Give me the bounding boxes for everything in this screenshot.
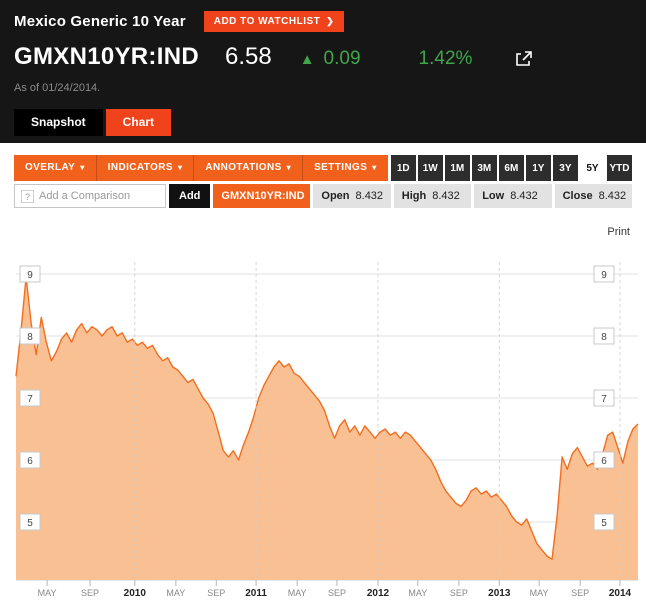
caret-down-icon: ▾ — [177, 163, 183, 172]
price-change: 0.09 — [323, 48, 361, 69]
svg-text:9: 9 — [601, 270, 607, 281]
svg-text:SEP: SEP — [450, 588, 468, 598]
chart-toolbar: OVERLAY ▾ INDICATORS ▾ ANNOTATIONS ▾ SETTINGS ▾… — [14, 155, 632, 181]
price-change-percent: 1.42% — [418, 48, 473, 69]
as-of-date: As of 01/24/2014. — [14, 82, 101, 94]
share-icon[interactable] — [514, 50, 534, 68]
svg-text:SEP: SEP — [81, 588, 99, 598]
print-button[interactable]: Print — [607, 226, 630, 238]
tab-snapshot[interactable]: Snapshot — [14, 109, 103, 136]
help-icon: ? — [21, 189, 34, 203]
caret-down-icon: ▾ — [372, 163, 377, 172]
range-button-ytd[interactable]: YTD — [606, 155, 632, 181]
range-button-1m[interactable]: 1M — [444, 155, 470, 181]
svg-text:7: 7 — [27, 394, 33, 405]
menu-indicators[interactable]: INDICATORS ▾ — [97, 155, 195, 181]
series-label: GMXN10YR:IND — [213, 184, 311, 208]
svg-text:2010: 2010 — [124, 588, 147, 599]
range-buttons: 1D 1W 1M 3M 6M 1Y 3Y 5Y YTD — [390, 155, 632, 181]
svg-text:2011: 2011 — [245, 588, 267, 599]
price-chart[interactable]: MAY SEP 2010 MAY SEP 2011 MAY SEP 2012 MAY SEP 2013… — [0, 212, 646, 605]
range-button-3y[interactable]: 3Y — [552, 155, 578, 181]
toolbar-menus: OVERLAY ▾ INDICATORS ▾ ANNOTATIONS ▾ SETTINGS ▾ — [14, 155, 388, 181]
page-title: Mexico Generic 10 Year — [14, 12, 186, 30]
svg-text:5: 5 — [27, 518, 33, 529]
ohlc-close: Close 8.432 — [554, 184, 633, 208]
caret-down-icon: ▾ — [286, 163, 292, 172]
range-button-1w[interactable]: 1W — [417, 155, 443, 181]
svg-text:2014: 2014 — [609, 588, 632, 599]
menu-overlay[interactable]: OVERLAY ▾ — [14, 155, 97, 181]
svg-text:MAY: MAY — [38, 588, 57, 598]
up-arrow-icon: ▲ — [299, 51, 315, 68]
add-comparison-button[interactable]: Add — [169, 184, 211, 208]
masthead: Mexico Generic 10 Year ADD TO WATCHLIST … — [0, 0, 646, 143]
range-button-5y[interactable]: 5Y — [579, 155, 605, 181]
svg-text:8: 8 — [601, 332, 607, 343]
tab-chart[interactable]: Chart — [105, 109, 172, 136]
chart-area: Print MAY SEP 2010 MAY SEP 2011 MAY SEP 2012 MAY S… — [0, 212, 646, 605]
menu-annotations[interactable]: ANNOTATIONS ▾ — [194, 155, 304, 181]
view-tabs: Snapshot Chart — [14, 109, 632, 136]
watchlist-label: ADD TO WATCHLIST — [213, 15, 321, 27]
svg-text:2013: 2013 — [488, 588, 511, 599]
comparison-input[interactable] — [39, 190, 159, 202]
svg-text:MAY: MAY — [288, 588, 307, 598]
ohlc-high: High 8.432 — [393, 184, 472, 208]
caret-down-icon: ▾ — [80, 163, 85, 172]
ticker-symbol: GMXN10YR:IND — [14, 43, 199, 70]
svg-text:6: 6 — [601, 456, 607, 467]
svg-text:MAY: MAY — [166, 588, 185, 598]
svg-text:7: 7 — [601, 394, 607, 405]
svg-text:SEP: SEP — [328, 588, 346, 598]
range-button-1y[interactable]: 1Y — [525, 155, 551, 181]
ohlc-values: Open 8.432 High 8.432 Low 8.432 Close 8.432 — [313, 184, 633, 208]
range-button-1d[interactable]: 1D — [390, 155, 416, 181]
svg-text:9: 9 — [27, 270, 33, 281]
last-price: 6.58 — [224, 43, 272, 70]
range-button-6m[interactable]: 6M — [498, 155, 524, 181]
svg-text:MAY: MAY — [408, 588, 427, 598]
svg-text:MAY: MAY — [530, 588, 549, 598]
comparison-input-wrap[interactable]: ? — [14, 184, 166, 208]
ohlc-open: Open 8.432 — [313, 184, 391, 208]
svg-text:2012: 2012 — [367, 588, 390, 599]
menu-settings[interactable]: SETTINGS ▾ — [303, 155, 388, 181]
svg-text:SEP: SEP — [207, 588, 225, 598]
svg-text:5: 5 — [601, 518, 607, 529]
range-button-3m[interactable]: 3M — [471, 155, 497, 181]
svg-text:6: 6 — [27, 456, 33, 467]
svg-text:8: 8 — [27, 332, 33, 343]
ohlc-low: Low 8.432 — [474, 184, 552, 208]
comparison-bar: ? Add GMXN10YR:IND Open8.432High8.432Low… — [14, 184, 633, 208]
chart-module: OVERLAY ▾ INDICATORS ▾ ANNOTATIONS ▾ SETTINGS ▾… — [0, 143, 646, 605]
chevron-right-icon: ❯ — [326, 15, 335, 26]
add-to-watchlist-button[interactable]: ADD TO WATCHLIST ❯ — [203, 10, 345, 32]
svg-text:SEP: SEP — [571, 588, 589, 598]
